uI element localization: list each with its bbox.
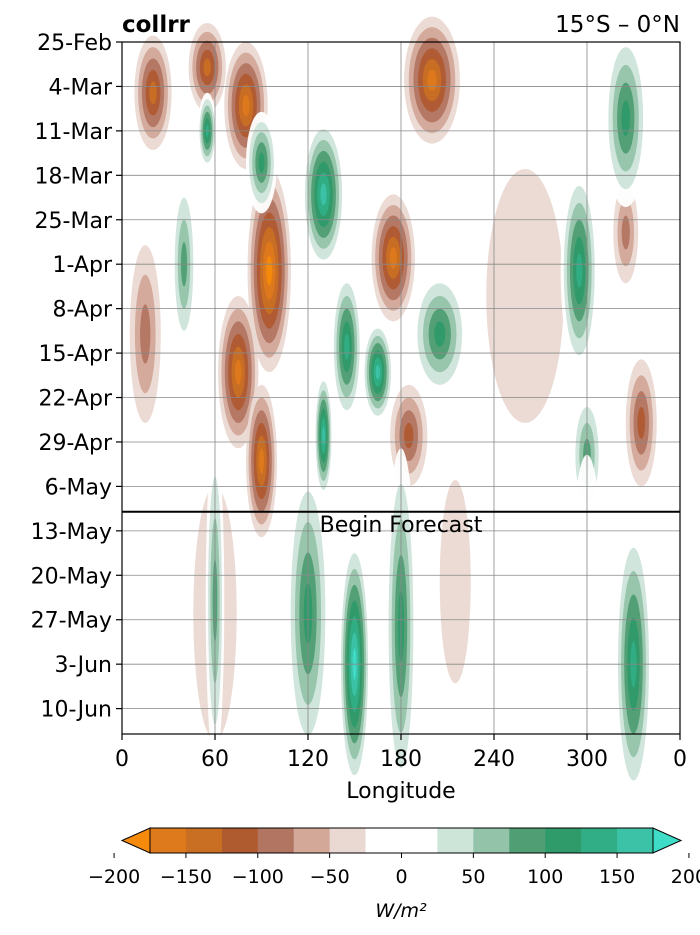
colorbar-extend-low <box>120 827 151 854</box>
anomaly-feature-15 <box>246 111 277 214</box>
colorbar-bin-6 <box>365 828 402 853</box>
colorbar-label: W/m² <box>375 900 427 922</box>
colorbar-bin-2 <box>221 828 259 853</box>
forecast-annotation: Begin Forecast <box>320 513 483 538</box>
colorbar-bin-3 <box>257 828 295 853</box>
x-tick-label-1: 60 <box>201 747 229 772</box>
y-tick-label-15: 10-Jun <box>40 698 112 723</box>
y-tick-label-13: 27-May <box>31 609 112 634</box>
colorbar-tick-label-1: −150 <box>160 866 212 888</box>
x-axis-label: Longitude <box>346 779 455 804</box>
anomaly-feature-5 <box>246 384 277 538</box>
y-tick-label-5: 1-Apr <box>52 253 112 278</box>
title-left: collrr <box>122 12 191 38</box>
colorbar-bin-10 <box>509 828 546 853</box>
x-tick-label-4: 240 <box>473 747 515 772</box>
x-tick-label-6: 0 <box>673 747 687 772</box>
y-tick-label-4: 25-Mar <box>35 209 113 234</box>
y-tick-label-11: 13-May <box>31 520 112 545</box>
colorbar-extend-high <box>652 827 683 854</box>
y-tick-label-7: 15-Apr <box>38 342 112 367</box>
y-tick-label-0: 25-Feb <box>37 31 112 56</box>
colorbar-tick-label-3: −50 <box>310 866 350 888</box>
colorbar-bin-8 <box>437 828 474 853</box>
colorbar-bin-5 <box>329 828 367 853</box>
anomaly-feature-19 <box>362 321 394 423</box>
colorbar-bin-4 <box>293 828 331 853</box>
anomaly-feature-7 <box>404 16 460 144</box>
anomaly-feature-11 <box>613 181 639 284</box>
anomaly-feature-18 <box>331 270 363 423</box>
anomaly-feature-17 <box>301 118 346 271</box>
y-axis: 25-Feb 4-Mar 11-Mar 18-Mar 25-Mar 1-Apr 8-Apr 1… <box>31 31 122 723</box>
y-tick-label-8: 22-Apr <box>38 387 112 412</box>
anomaly-feature-0 <box>134 35 172 150</box>
colorbar-tick-label-5: 50 <box>461 866 485 888</box>
grid-lines <box>122 42 680 734</box>
colorbar-tick-label-7: 150 <box>599 866 635 888</box>
x-tick-label-0: 0 <box>115 747 129 772</box>
x-tick-label-5: 300 <box>566 747 608 772</box>
colorbar: −200 −150 −100 −50 0 50 100 150 200 <box>88 827 700 888</box>
colorbar-bin-13 <box>617 828 654 853</box>
y-tick-label-14: 3-Jun <box>54 653 112 678</box>
anomaly-feature-8 <box>371 194 415 322</box>
anomaly-feature-12 <box>486 168 564 423</box>
anomaly-feature-23 <box>604 29 648 208</box>
colorbar-bin-12 <box>581 828 618 853</box>
colorbar-bin-11 <box>545 828 582 853</box>
colorbar-bin-9 <box>473 828 510 853</box>
colorbar-tick-label-0: −200 <box>88 866 140 888</box>
y-tick-label-1: 4-Mar <box>49 75 113 100</box>
x-axis: 0 60 120 180 240 300 0 <box>115 734 687 772</box>
anomaly-feature-10 <box>625 359 657 487</box>
colorbar-bin-1 <box>185 828 223 853</box>
colorbar-tick-label-6: 100 <box>527 866 563 888</box>
anomaly-feature-20 <box>411 270 468 398</box>
anomaly-feature-21 <box>314 372 333 500</box>
x-tick-label-2: 120 <box>287 747 329 772</box>
x-tick-label-3: 180 <box>380 747 422 772</box>
colorbar-tick-label-4: 0 <box>395 866 407 888</box>
y-tick-label-3: 18-Mar <box>35 164 113 189</box>
y-tick-label-6: 8-Apr <box>52 298 112 323</box>
y-tick-label-12: 20-May <box>31 564 112 589</box>
colorbar-bin-0 <box>150 828 187 853</box>
colorbar-bin-7 <box>401 828 438 853</box>
colorbar-tick-label-2: −100 <box>232 866 284 888</box>
anomaly-feature-14 <box>439 480 471 684</box>
y-tick-label-9: 29-Apr <box>38 431 112 456</box>
colorbar-tick-label-8: 200 <box>671 866 700 888</box>
title-right: 15°S – 0°N <box>555 12 680 38</box>
y-tick-label-2: 11-Mar <box>35 120 113 145</box>
anomaly-feature-22 <box>560 168 598 373</box>
anomaly-feature-6 <box>129 245 161 423</box>
y-tick-label-10: 6-May <box>45 475 112 500</box>
plot-area: Begin Forecast <box>121 16 681 836</box>
